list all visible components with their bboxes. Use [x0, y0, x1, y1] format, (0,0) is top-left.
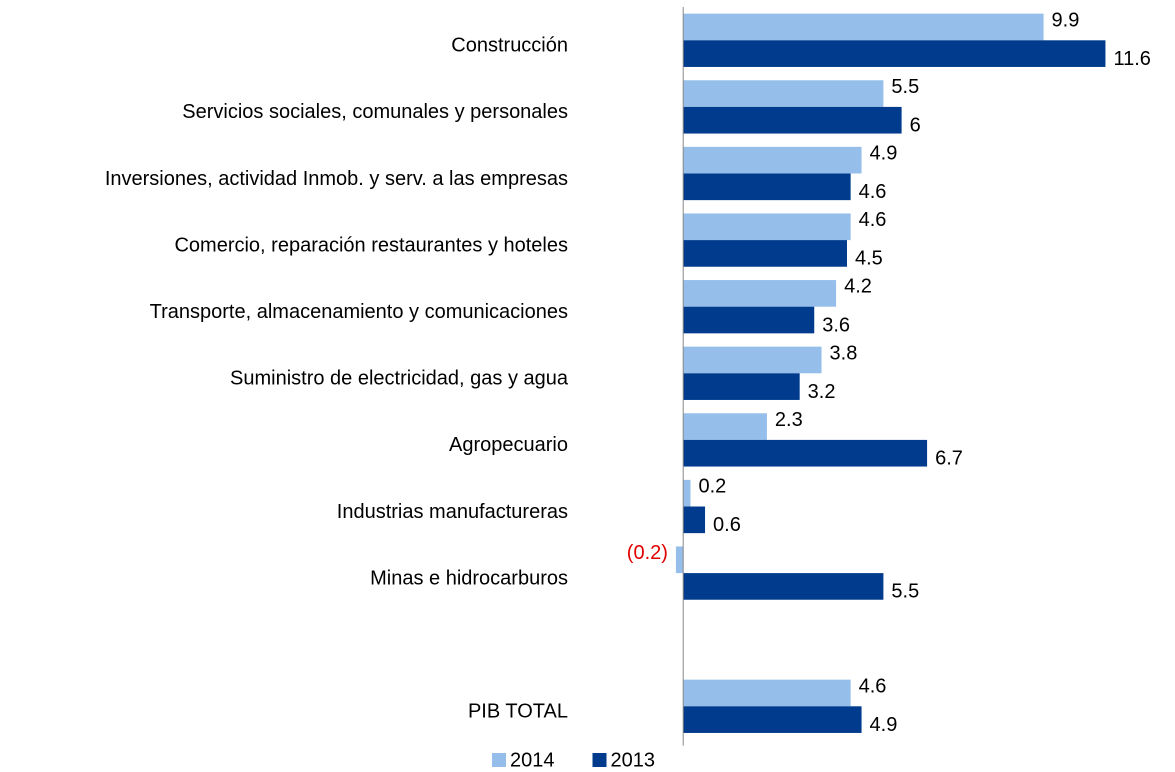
value-label: 0.2 — [698, 475, 726, 497]
value-label: (0.2) — [627, 542, 668, 564]
bar — [683, 80, 884, 107]
category-label: PIB TOTAL — [468, 701, 568, 723]
value-label: 6 — [910, 115, 921, 137]
bar — [683, 573, 884, 600]
value-label: 5.5 — [891, 581, 919, 603]
bar — [683, 40, 1106, 67]
value-label: 11.6 — [1113, 48, 1150, 70]
legend-label: 2014 — [510, 749, 555, 771]
legend-swatch — [592, 753, 607, 767]
legend-swatch — [492, 753, 506, 767]
value-label: 4.6 — [859, 181, 887, 203]
value-label: 4.5 — [855, 248, 883, 270]
value-label: 4.9 — [870, 142, 898, 164]
bar — [683, 240, 847, 267]
value-label: 9.9 — [1052, 9, 1080, 31]
bar — [683, 13, 1044, 41]
bar — [683, 413, 767, 440]
category-label: Construcción — [451, 35, 568, 57]
bar — [675, 546, 684, 574]
bar — [683, 373, 800, 400]
category-label: Servicios sociales, comunales y personal… — [182, 101, 568, 123]
value-label: 4.6 — [859, 209, 887, 231]
bar — [683, 173, 851, 201]
category-label: Comercio, reparación restaurantes y hote… — [174, 234, 568, 256]
value-label: 4.9 — [870, 714, 898, 736]
value-label: 4.2 — [844, 276, 872, 298]
bar — [683, 106, 902, 134]
bar — [683, 213, 851, 241]
bar — [683, 146, 862, 174]
category-label: Suministro de electricidad, gas y agua — [230, 368, 569, 390]
bar — [683, 506, 706, 534]
bar — [683, 346, 822, 374]
category-label: Transporte, almacenamiento y comunicacio… — [150, 301, 568, 323]
category-label: Agropecuario — [449, 434, 568, 456]
value-label: 3.8 — [830, 342, 858, 364]
legend-label: 2013 — [611, 749, 656, 771]
value-label: 3.2 — [808, 381, 836, 403]
bar — [683, 479, 691, 507]
value-label: 3.6 — [822, 314, 850, 336]
category-label: Industrias manufactureras — [337, 501, 568, 523]
bar — [683, 679, 851, 707]
category-label: Inversiones, actividad Inmob. y serv. a … — [105, 168, 568, 190]
value-label: 5.5 — [891, 76, 919, 98]
bar — [683, 706, 862, 733]
bar — [683, 439, 928, 467]
bar — [683, 280, 837, 307]
bar — [683, 306, 815, 334]
value-label: 6.7 — [935, 448, 963, 470]
value-label: 0.6 — [713, 514, 741, 536]
value-label: 4.6 — [859, 675, 887, 697]
category-label: Minas e hidrocarburos — [370, 567, 568, 589]
value-label: 2.3 — [775, 409, 803, 431]
